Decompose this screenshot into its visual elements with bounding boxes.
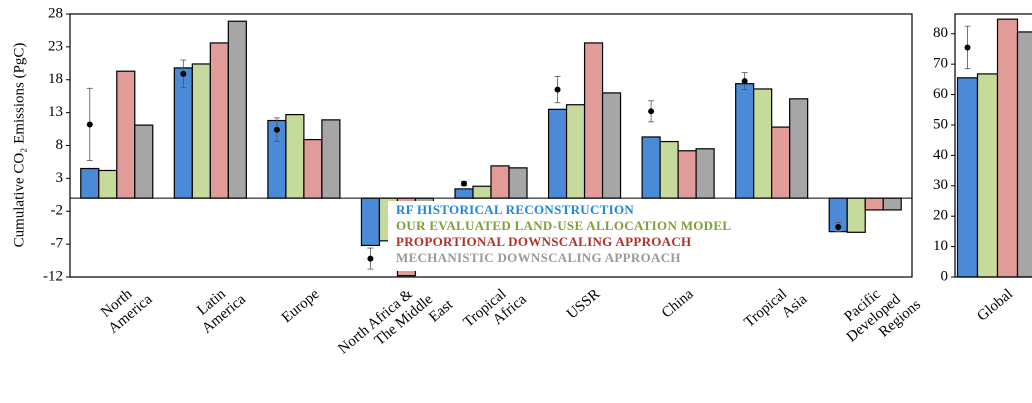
bar [846, 197, 866, 233]
y-tick-label: 80 [933, 25, 948, 41]
plot-frame [954, 13, 1032, 278]
bar [677, 150, 697, 199]
reference-point [741, 78, 748, 85]
reference-point [180, 70, 187, 77]
bar [882, 197, 902, 211]
y-tick-label: 23 [48, 38, 63, 54]
bar [116, 70, 136, 199]
reference-point [964, 44, 971, 51]
y-tick-label: 30 [933, 177, 948, 193]
y-tick-label: 8 [56, 137, 64, 153]
x-tick-label: LatinAmerica [188, 279, 249, 338]
x-tick-label: North Africa &The MiddleEast [336, 270, 457, 383]
legend-label: MECHANISTIC DOWNSCALING APPROACH [396, 250, 681, 265]
reference-point [835, 224, 842, 231]
x-tick-label: TropicalAfrica [461, 279, 530, 345]
bar [695, 148, 715, 199]
y-tick-label: 50 [933, 116, 948, 132]
bar [321, 119, 341, 199]
bar [976, 73, 999, 278]
reference-point [648, 108, 655, 115]
bar [303, 138, 323, 199]
bar [735, 83, 755, 199]
y-tick-label: 18 [48, 71, 63, 87]
bar [771, 126, 791, 199]
bar [472, 185, 492, 199]
bar [956, 77, 979, 278]
bar [601, 92, 622, 199]
bar [98, 169, 118, 199]
legend-label: PROPORTIONAL DOWNSCALING APPROACH [396, 234, 691, 249]
bar [789, 98, 809, 199]
reference-point [554, 86, 561, 93]
y-axis-title: Cumulative CO₂ Emissions (PgC) [11, 43, 27, 248]
x-tick-label: TropicalAsia [742, 279, 811, 345]
bar [565, 104, 586, 199]
legend-box [388, 201, 760, 271]
x-tick-label: Europe [279, 286, 323, 326]
bar [227, 20, 247, 199]
x-tick-label: USSR [564, 286, 603, 322]
reference-point [273, 126, 280, 133]
bar [996, 18, 1019, 278]
bar [753, 88, 773, 199]
x-tick-label: NorthAmerica [95, 279, 156, 338]
x-tick-label-line: USSR [564, 286, 603, 322]
y-tick-label: -12 [43, 268, 63, 284]
y-tick-label: 70 [933, 56, 948, 72]
bar [641, 136, 661, 199]
y-tick-label: 3 [56, 170, 64, 186]
bar [490, 165, 510, 199]
bar [191, 63, 211, 199]
x-tick-label-line: Europe [279, 286, 323, 326]
x-tick-label: China [659, 286, 697, 322]
x-tick-label: PacificDevelopedRegions [833, 271, 924, 359]
y-tick-label: 28 [48, 5, 63, 21]
reference-point [367, 255, 374, 262]
legend-label: RF HISTORICAL RECONSTRUCTION [396, 202, 634, 217]
x-tick-label-line: Global [975, 286, 1017, 325]
bar [508, 167, 528, 199]
y-tick-label: -2 [51, 203, 64, 219]
bar [80, 167, 100, 199]
bar [285, 113, 305, 199]
y-tick-label: 13 [48, 104, 63, 120]
y-tick-label: -7 [51, 236, 64, 252]
bar [547, 108, 568, 199]
bar [1016, 31, 1032, 278]
y-tick-label: 40 [933, 147, 948, 163]
y-tick-label: 20 [933, 208, 948, 224]
bar [454, 188, 474, 199]
x-tick-label-line: China [659, 286, 697, 322]
bar [360, 197, 381, 247]
legend-label: OUR EVALUATED LAND-USE ALLOCATION MODEL [396, 218, 731, 233]
bar [583, 42, 604, 199]
y-tick-label: 0 [941, 268, 949, 284]
x-tick-label: Global [975, 286, 1017, 325]
y-tick-label: 60 [933, 86, 948, 102]
bar [209, 42, 229, 199]
reference-point [461, 180, 467, 187]
bar [864, 197, 884, 211]
plot-frame [69, 13, 913, 278]
bar [659, 140, 679, 199]
y-tick-label: 10 [933, 238, 948, 254]
reference-point [86, 121, 93, 128]
bar [134, 124, 154, 199]
